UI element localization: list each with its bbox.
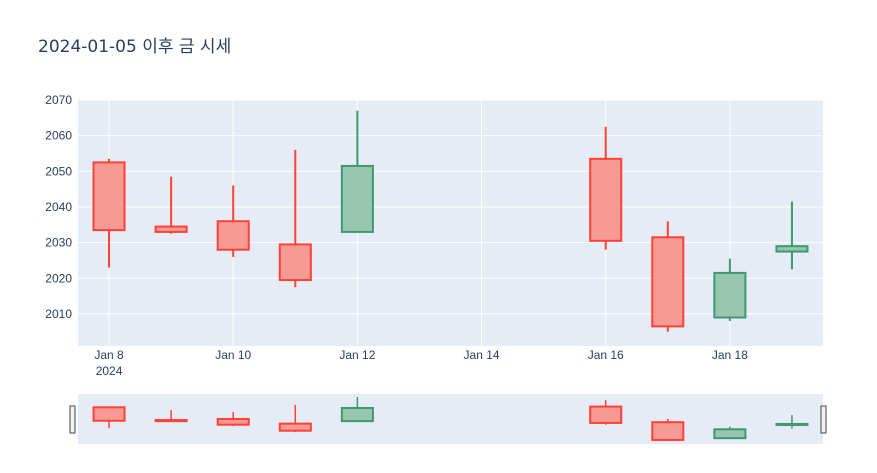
y-tick-label: 2050: [45, 164, 72, 178]
candle[interactable]: [340, 110, 374, 233]
candle-body[interactable]: [340, 164, 374, 233]
y-tick-label: 2070: [45, 93, 72, 107]
y-tick-label: 2040: [45, 200, 72, 214]
range-slider-right-handle[interactable]: [820, 405, 827, 434]
candle[interactable]: [154, 176, 188, 234]
candle-body[interactable]: [278, 243, 312, 282]
slider-candle-body: [589, 405, 623, 424]
slider-candle: [154, 410, 188, 423]
slider-candle-body: [154, 419, 188, 423]
x-tick-label: Jan 18: [712, 348, 748, 362]
candle[interactable]: [713, 258, 747, 322]
x-tick-label: Jan 14: [464, 348, 500, 362]
candle[interactable]: [651, 221, 685, 332]
range-slider-background[interactable]: [78, 394, 823, 444]
candle[interactable]: [92, 158, 126, 268]
slider-candle: [278, 404, 312, 433]
slider-candle-body: [651, 421, 685, 441]
chart-title: 2024-01-05 이후 금 시세: [38, 37, 232, 57]
slider-candle-body: [713, 428, 747, 440]
candle-body[interactable]: [154, 225, 188, 233]
x-tick-label: Jan 12: [339, 348, 375, 362]
slider-candle: [216, 411, 250, 427]
x-tick-label: Jan 10: [215, 348, 251, 362]
y-axis: 2010 2020 2030 2040 2050 2060 2070: [45, 93, 72, 321]
x-tick-year-label: 2024: [96, 364, 123, 378]
x-tick-label: Jan 8: [94, 348, 124, 362]
slider-candle: [651, 419, 685, 441]
slider-candle: [340, 397, 374, 423]
candle-body[interactable]: [589, 157, 623, 242]
candle-body[interactable]: [216, 220, 250, 251]
slider-candle: [92, 406, 126, 429]
slider-candle-body: [278, 422, 312, 432]
plot-background: [78, 100, 823, 346]
candle-body[interactable]: [92, 161, 126, 232]
candles[interactable]: [92, 110, 809, 332]
y-tick-label: 2020: [45, 271, 72, 285]
slider-candle-body: [340, 407, 374, 423]
candle[interactable]: [775, 201, 809, 270]
y-tick-label: 2030: [45, 236, 72, 250]
candle-body[interactable]: [713, 271, 747, 319]
candle-body[interactable]: [651, 236, 685, 328]
x-tick-label: Jan 16: [588, 348, 624, 362]
range-slider-candles: [92, 397, 809, 441]
x-axis: Jan 8 2024 Jan 10 Jan 12 Jan 14 Jan 16 Jan 18: [94, 348, 748, 378]
candle[interactable]: [278, 149, 312, 288]
slider-candle: [589, 400, 623, 425]
candle-body[interactable]: [775, 245, 809, 253]
slider-candle: [775, 415, 809, 429]
candle[interactable]: [589, 126, 623, 250]
slider-candle-body: [216, 418, 250, 426]
slider-candle-body: [92, 406, 126, 422]
slider-candle: [713, 426, 747, 440]
slider-candle-body: [775, 422, 809, 427]
range-slider-left-handle[interactable]: [69, 405, 76, 434]
y-tick-label: 2010: [45, 307, 72, 321]
candle[interactable]: [216, 185, 250, 257]
y-tick-label: 2060: [45, 129, 72, 143]
